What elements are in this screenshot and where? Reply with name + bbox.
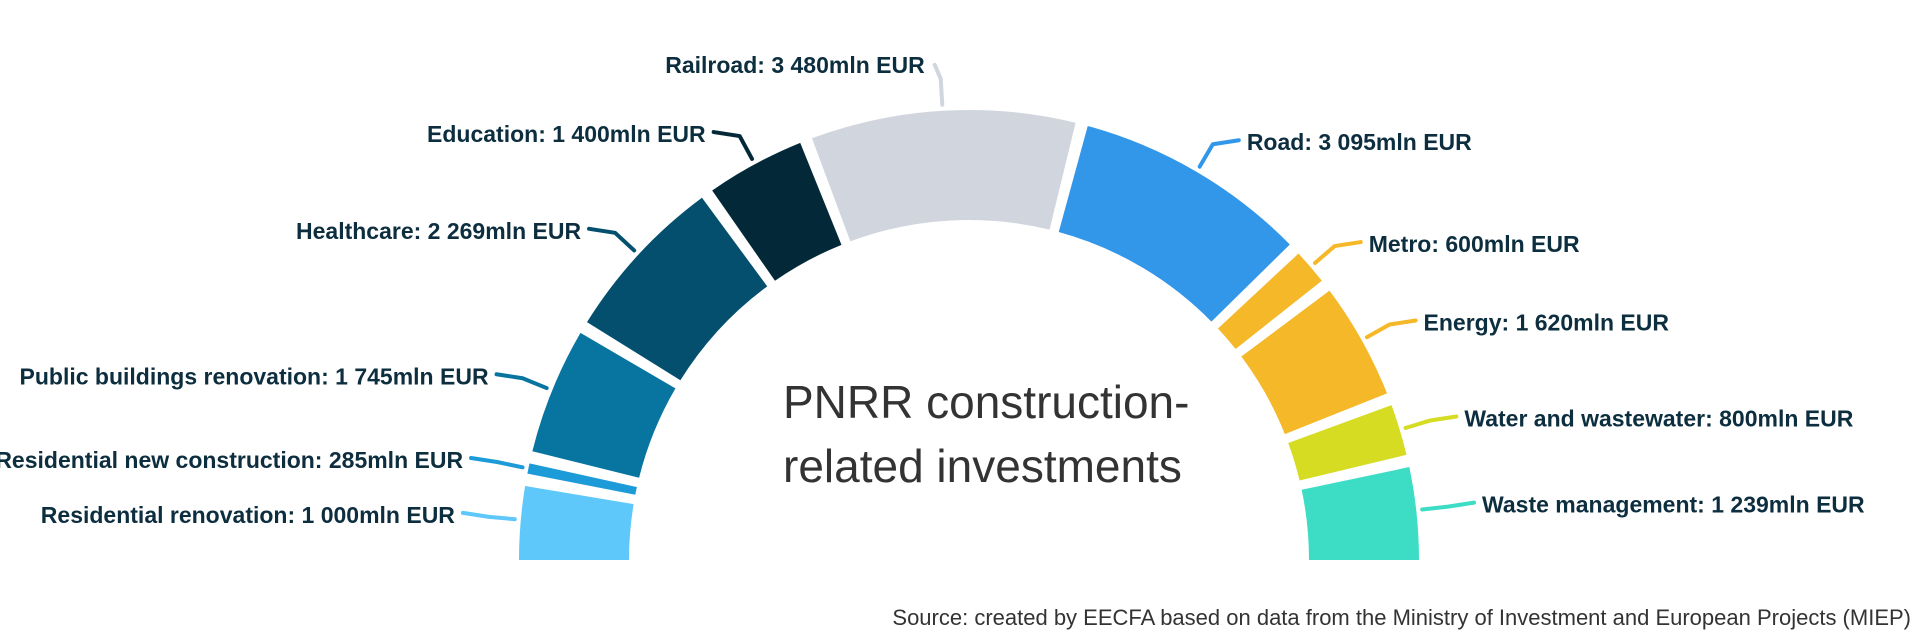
connector-metro — [1312, 240, 1363, 265]
label-connectors — [460, 62, 1477, 522]
chart-slices — [519, 109, 1419, 560]
connector-public-buildings-renovation — [494, 372, 549, 391]
connector-healthcare — [587, 226, 637, 253]
label-water-and-wastewater: Water and wastewater: 800mln EUR — [1464, 405, 1853, 431]
connector-waste-management — [1420, 500, 1477, 512]
slice-residential-new-construction — [527, 463, 637, 495]
source-note: Source: created by EECFA based on data f… — [892, 605, 1911, 630]
connector-road — [1197, 138, 1241, 169]
slice-metro — [1217, 253, 1322, 349]
label-healthcare: Healthcare: 2 269mln EUR — [296, 218, 581, 244]
slice-road — [1058, 125, 1290, 322]
label-residential-new-construction: Residential new construction: 285mln EUR — [0, 447, 463, 473]
connector-railroad — [932, 62, 945, 107]
chart-title-line-1: PNRR construction- — [783, 376, 1189, 428]
slice-water-and-wastewater — [1288, 405, 1407, 481]
connector-residential-new-construction — [469, 456, 525, 470]
slice-public-buildings-renovation — [532, 332, 676, 478]
connector-residential-renovation — [460, 510, 517, 522]
slice-energy — [1241, 290, 1388, 435]
slice-residential-renovation — [519, 485, 634, 560]
label-energy: Energy: 1 620mln EUR — [1424, 309, 1670, 335]
slice-education — [712, 142, 842, 281]
label-public-buildings-renovation: Public buildings renovation: 1 745mln EU… — [20, 363, 489, 389]
label-road: Road: 3 095mln EUR — [1247, 129, 1472, 155]
chart-title-line-2: related investments — [783, 440, 1182, 492]
slice-healthcare — [586, 197, 768, 381]
label-railroad: Railroad: 3 480mln EUR — [665, 52, 925, 78]
slice-labels: Residential renovation: 1 000mln EUR Resi… — [0, 52, 1865, 528]
label-metro: Metro: 600mln EUR — [1369, 231, 1580, 257]
slice-railroad — [811, 109, 1076, 242]
connector-energy — [1364, 318, 1418, 340]
label-waste-management: Waste management: 1 239mln EUR — [1482, 492, 1865, 518]
connector-water-and-wastewater — [1403, 414, 1459, 430]
label-education: Education: 1 400mln EUR — [427, 121, 706, 147]
label-residential-renovation: Residential renovation: 1 000mln EUR — [41, 502, 456, 528]
slice-waste-management — [1301, 467, 1419, 560]
connector-education — [711, 130, 755, 161]
